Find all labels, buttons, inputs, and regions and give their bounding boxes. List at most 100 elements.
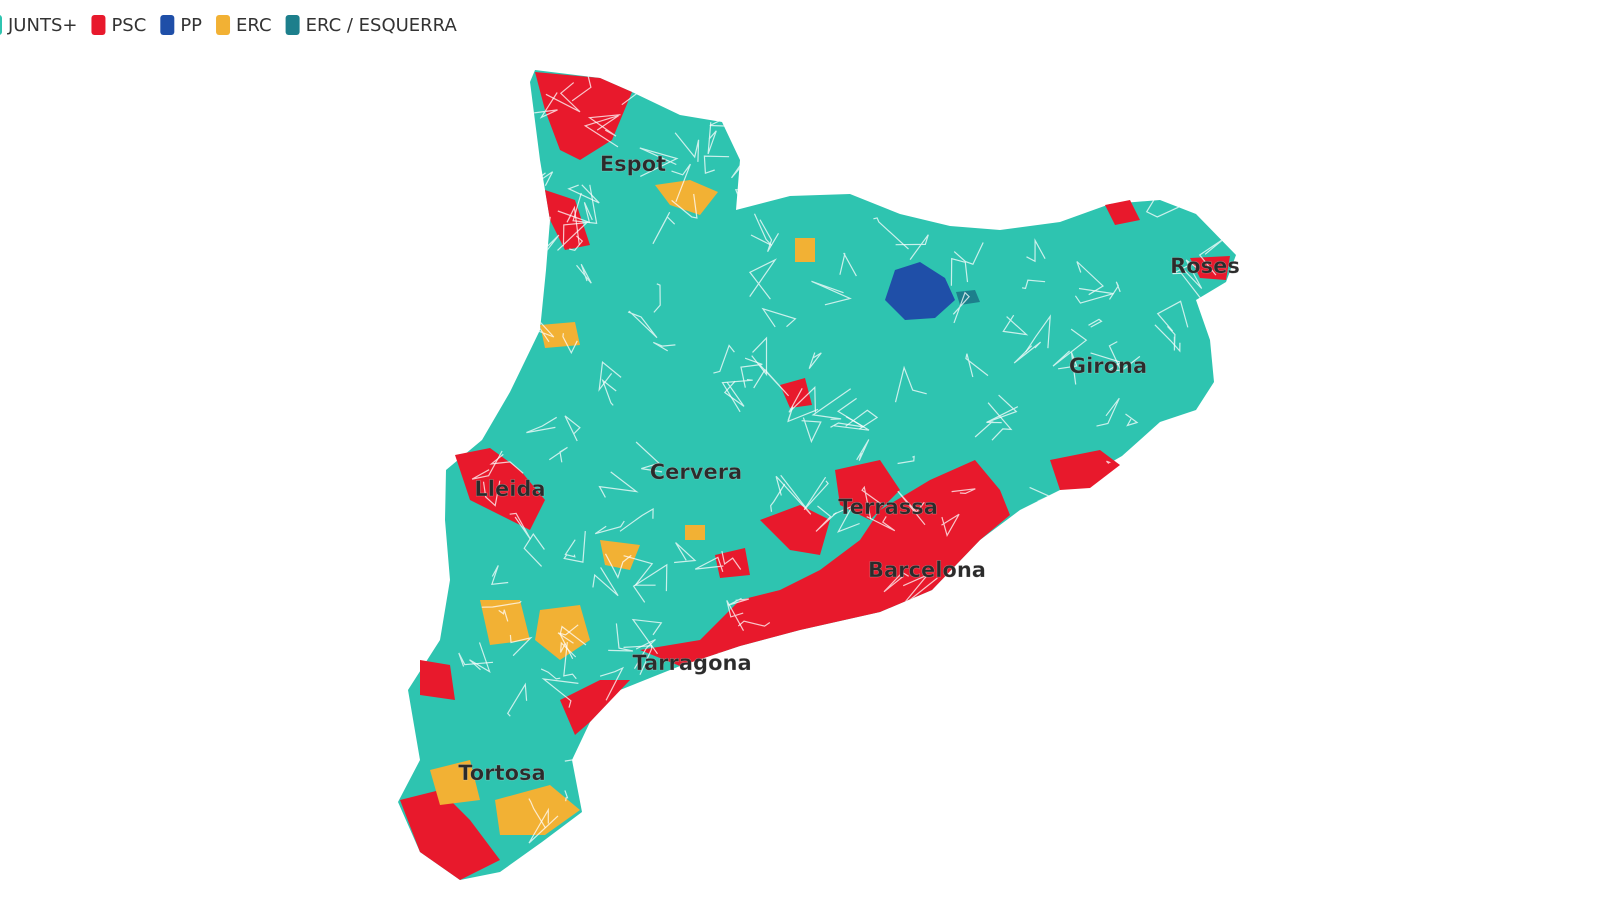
boundary <box>583 115 619 148</box>
boundary <box>713 344 735 374</box>
boundary <box>703 155 730 175</box>
legend: JUNTS+ PSC PP ERC ERC / ESQUERRA <box>0 15 457 36</box>
boundary <box>491 565 509 585</box>
boundary <box>905 775 936 801</box>
boundary <box>828 808 844 831</box>
boundary <box>726 600 745 631</box>
boundary <box>830 416 865 428</box>
boundary <box>506 682 528 717</box>
boundary <box>873 217 909 250</box>
boundary <box>723 380 745 407</box>
boundary <box>1074 287 1114 304</box>
boundary <box>686 773 705 801</box>
boundary <box>1077 642 1104 678</box>
boundary <box>540 668 561 680</box>
boundary <box>786 644 814 670</box>
boundary <box>458 652 494 667</box>
boundary <box>980 614 1011 641</box>
boundary <box>801 417 822 444</box>
party-area <box>1105 200 1140 225</box>
boundary <box>660 740 699 768</box>
boundary <box>773 813 813 849</box>
party-area <box>535 72 632 160</box>
boundary <box>999 812 1032 848</box>
boundary <box>1013 831 1030 856</box>
boundary <box>897 490 926 526</box>
boundary <box>480 239 510 278</box>
boundary <box>672 741 698 748</box>
boundary <box>1021 279 1046 290</box>
place-label: Espot <box>600 152 666 176</box>
boundary <box>1092 817 1114 845</box>
boundary <box>861 485 884 520</box>
party-area <box>835 460 900 520</box>
boundary <box>502 238 539 260</box>
place-label: Girona <box>1069 354 1147 378</box>
boundary <box>528 798 547 829</box>
boundary <box>481 600 522 608</box>
legend-label: JUNTS+ <box>7 15 77 36</box>
boundary <box>674 542 697 564</box>
boundary <box>495 78 525 113</box>
boundary <box>940 154 981 188</box>
boundary <box>599 666 625 701</box>
legend-swatch <box>285 15 300 35</box>
boundary <box>1024 193 1058 215</box>
boundary <box>811 388 852 420</box>
boundary <box>867 102 889 128</box>
boundary <box>1054 90 1074 109</box>
boundary <box>483 216 513 246</box>
boundary <box>1146 688 1177 705</box>
boundary <box>1174 81 1186 105</box>
boundary <box>563 531 586 563</box>
boundary <box>986 394 1019 423</box>
boundary <box>856 439 870 461</box>
boundary <box>589 753 616 772</box>
boundary <box>849 816 879 830</box>
boundary <box>994 159 1028 185</box>
boundary <box>674 132 700 162</box>
boundary <box>859 116 874 132</box>
boundary <box>1058 352 1078 385</box>
boundary <box>753 364 790 397</box>
boundary <box>576 263 592 284</box>
boundary <box>794 125 830 149</box>
boundary <box>557 221 589 251</box>
boundary <box>660 807 671 841</box>
boundary <box>944 773 975 803</box>
boundary <box>594 520 625 535</box>
party-area <box>560 680 630 735</box>
boundary <box>567 184 600 204</box>
boundary <box>883 571 910 593</box>
boundary <box>511 133 534 159</box>
boundary <box>894 365 927 403</box>
boundary <box>671 163 691 203</box>
boundary <box>608 623 634 652</box>
boundary <box>1041 550 1075 586</box>
boundary <box>951 789 986 807</box>
legend-label: ERC <box>236 15 272 36</box>
boundary <box>528 807 559 844</box>
boundary <box>788 386 816 413</box>
boundary <box>1179 644 1218 669</box>
boundary <box>541 678 579 708</box>
boundary <box>824 782 848 822</box>
boundary <box>902 178 931 189</box>
boundary <box>598 360 622 392</box>
boundary <box>1132 467 1158 496</box>
legend-label: ERC / ESQUERRA <box>306 15 458 36</box>
boundary <box>1108 341 1141 372</box>
boundary <box>1156 300 1189 332</box>
boundary <box>737 688 757 704</box>
boundary <box>908 152 937 164</box>
boundary <box>815 505 837 532</box>
boundary <box>926 793 960 810</box>
boundary <box>1012 569 1040 593</box>
party-area <box>455 448 545 530</box>
boundary <box>623 645 653 675</box>
legend-label: PSC <box>111 15 146 36</box>
boundary <box>775 474 812 515</box>
boundary <box>592 567 619 597</box>
boundary <box>587 114 621 137</box>
boundary <box>1122 680 1154 703</box>
